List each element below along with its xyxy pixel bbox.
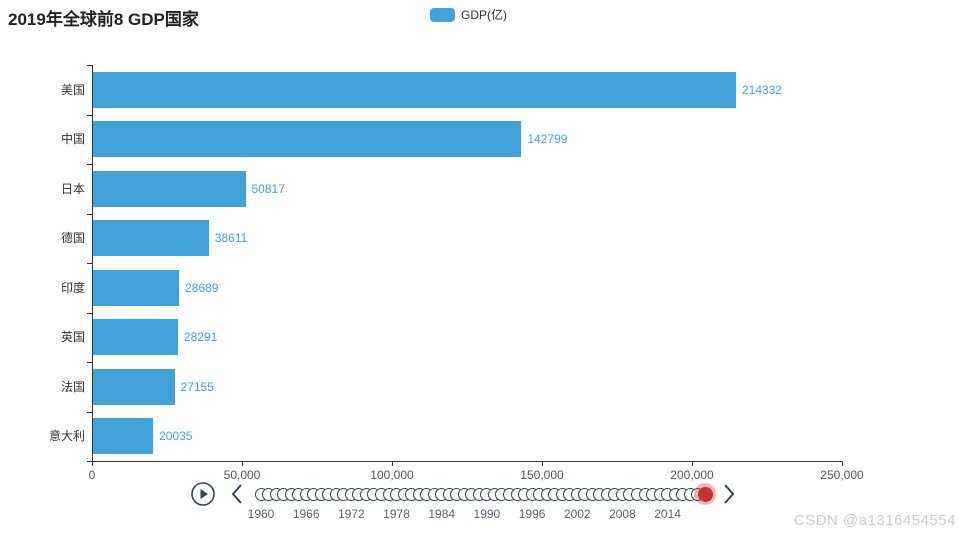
gdp-bar-6[interactable] [93,368,175,405]
timeline-year-label-2008: 2008 [609,507,636,521]
x-axis-tick-label: 250,000 [820,468,864,482]
category-label-2: 日本 [60,181,85,196]
gdp-bar-1[interactable] [93,121,522,158]
bar-value-label-1: 142799 [527,132,568,147]
play-button[interactable] [190,481,216,507]
y-axis-tick [87,461,92,462]
play-circle-icon [191,482,215,506]
bar-value-label-7: 20035 [159,429,193,444]
y-axis-tick [87,164,92,165]
gdp-bar-2[interactable] [93,170,246,207]
y-axis-line [92,65,93,461]
x-axis-tick-label: 150,000 [520,468,564,482]
timeline-year-label-1966: 1966 [292,507,320,521]
timeline-year-label-1984: 1984 [428,507,456,521]
timeline-year-label-2014: 2014 [654,507,681,521]
bar-value-label-6: 27155 [180,379,214,394]
legend-label: GDP(亿) [461,8,507,22]
bar-value-label-0: 214332 [742,82,783,97]
x-axis-tick-label: 50,000 [223,468,261,482]
prev-year-button[interactable] [229,483,245,505]
timeline-year-label-1978: 1978 [383,507,410,521]
category-label-5: 英国 [60,330,85,345]
timeline-year-label-2002: 2002 [563,507,591,521]
gdp-bar-4[interactable] [93,269,180,306]
gdp-bar-0[interactable] [93,71,736,108]
category-label-1: 中国 [60,132,85,147]
legend-marker [430,8,455,22]
next-year-button[interactable] [721,483,737,505]
bar-value-label-2: 50817 [251,181,285,196]
timeline-year-label-1960: 1960 [247,507,275,521]
x-axis-tick [92,461,93,466]
watermark: CSDN @a1316454554 [793,512,956,529]
x-axis-tick-label: 0 [88,468,96,482]
y-axis-tick [87,263,92,264]
bar-value-label-4: 28689 [185,280,219,295]
category-label-4: 印度 [60,280,85,295]
category-label-0: 美国 [60,82,85,97]
timeline-year-label-1996: 1996 [518,507,546,521]
x-axis-tick-label: 100,000 [370,468,414,482]
x-axis-tick [392,461,393,466]
x-axis-tick [842,461,843,466]
timeline-year-label-1990: 1990 [473,507,501,521]
bar-value-label-3: 38611 [214,231,248,246]
category-label-3: 德国 [60,231,85,246]
y-axis-tick [87,65,92,66]
x-axis-line [92,461,843,462]
y-axis-tick [87,411,92,413]
gdp-bar-3[interactable] [93,220,209,257]
legend-item-gdp[interactable]: GDP(亿) [430,8,507,22]
timeline-checkpoint-2019[interactable] [697,486,713,502]
category-label-7: 意大利 [48,429,85,444]
x-axis-tick-label: 200,000 [670,468,714,482]
gdp-bar-7[interactable] [93,418,154,455]
y-axis-tick [87,114,92,116]
chart-title: 2019年全球前8 GDP国家 [8,10,199,29]
x-axis-tick [692,461,693,466]
x-axis-tick [542,461,543,466]
x-axis-tick [242,461,243,466]
bar-value-label-5: 28291 [183,330,218,345]
timeline-year-label-1972: 1972 [338,507,365,521]
y-axis-tick [87,312,92,314]
chevron-left-icon [231,484,242,504]
category-label-6: 法国 [60,379,85,394]
y-axis-tick [87,213,92,215]
gdp-bar-5[interactable] [93,319,178,356]
chevron-right-icon [724,484,735,504]
y-axis-tick [87,362,92,363]
